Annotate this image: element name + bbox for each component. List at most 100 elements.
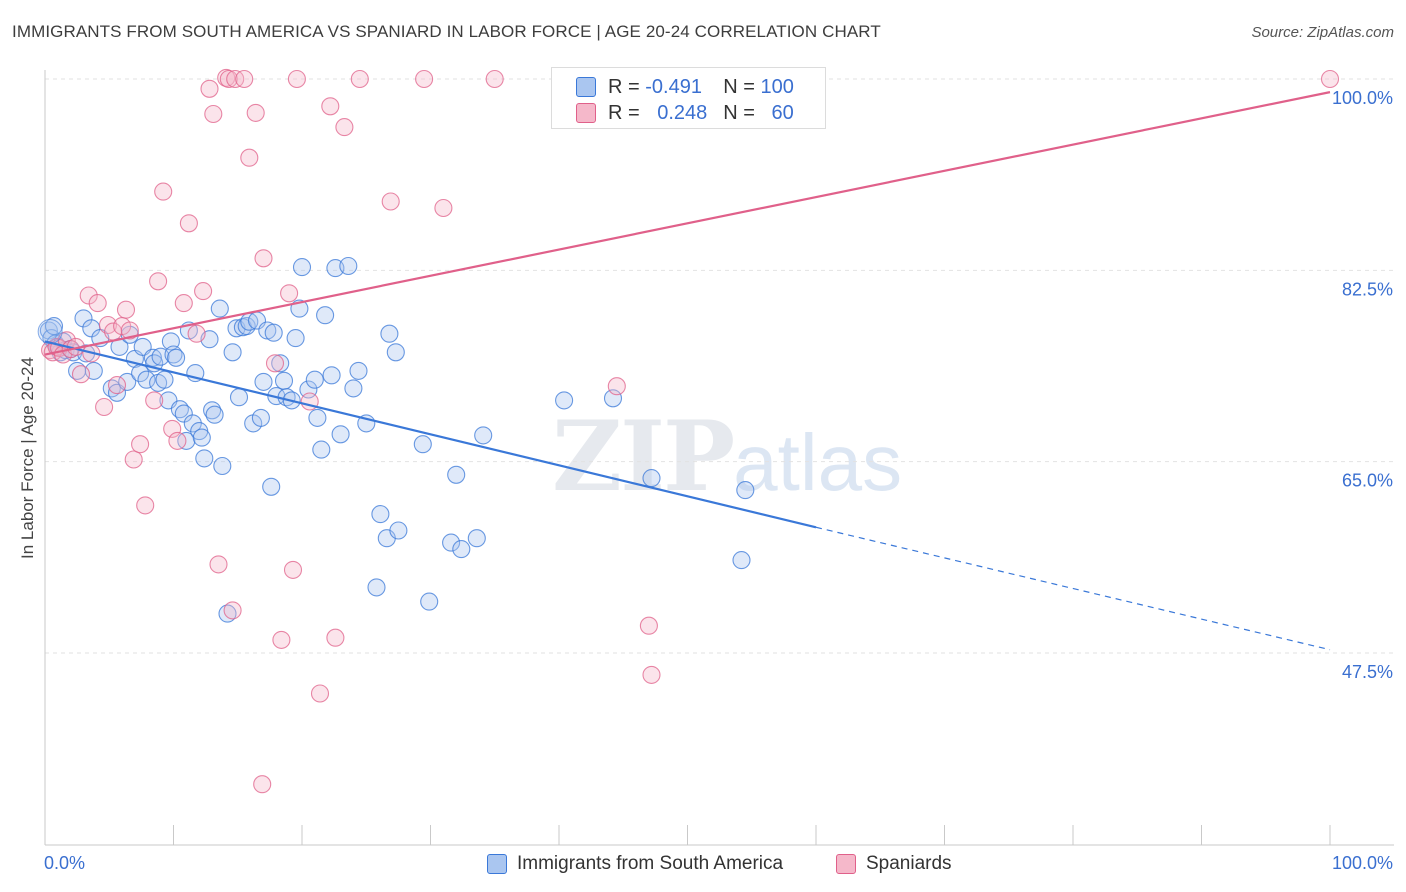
point-spaniards <box>350 69 369 89</box>
x-tick-label: 0.0% <box>44 853 85 873</box>
point-spaniards <box>149 272 168 291</box>
point-south-america <box>137 370 156 389</box>
point-south-america <box>37 319 63 345</box>
point-south-america <box>732 551 751 570</box>
stats-n-label: N = <box>723 75 755 98</box>
point-south-america <box>251 408 270 427</box>
point-south-america <box>274 371 294 390</box>
point-spaniards <box>321 97 340 116</box>
point-spaniards <box>187 324 206 343</box>
point-spaniards <box>223 601 242 620</box>
point-south-america <box>305 370 324 389</box>
point-spaniards <box>240 148 259 167</box>
point-south-america <box>349 361 368 380</box>
point-south-america <box>262 477 281 496</box>
axes <box>44 70 1394 846</box>
point-spaniards <box>107 376 127 395</box>
y-axis-title: In Labor Force | Age 20-24 <box>18 357 37 559</box>
point-spaniards <box>310 684 330 703</box>
point-south-america <box>205 405 224 424</box>
point-south-america <box>254 372 273 391</box>
legend-swatch-pink <box>836 854 856 874</box>
point-south-america <box>264 323 283 342</box>
point-south-america <box>74 309 93 328</box>
stats-n-value: 100 <box>760 75 794 98</box>
point-south-america <box>339 256 358 276</box>
stats-row-pink: R = 0.248 N = 60 <box>576 100 794 126</box>
point-south-america <box>155 370 174 389</box>
trend-lines <box>44 91 1331 651</box>
point-spaniards <box>95 397 114 417</box>
legend-item-south-america: Immigrants from South America <box>487 851 783 877</box>
stats-r-value: 0.248 <box>657 101 708 124</box>
point-south-america <box>344 379 363 398</box>
legend-swatch-blue <box>487 854 507 874</box>
point-spaniards <box>163 419 182 438</box>
point-south-america <box>308 408 327 427</box>
point-south-america <box>371 505 390 524</box>
legend-item-spaniards: Spaniards <box>836 851 952 877</box>
point-spaniards <box>415 69 434 89</box>
stats-r-label: R = <box>608 101 640 124</box>
point-south-america <box>195 449 214 468</box>
stats-n-label: N = <box>723 101 755 124</box>
point-south-america <box>44 317 64 336</box>
point-south-america <box>316 306 335 325</box>
point-south-america <box>218 604 237 623</box>
chart-title: IMMIGRANTS FROM SOUTH AMERICA VS SPANIAR… <box>12 22 881 41</box>
point-south-america <box>555 391 574 410</box>
point-south-america <box>118 372 137 391</box>
point-south-america <box>736 481 755 500</box>
trend-line-south-america-extension <box>815 526 1331 651</box>
point-spaniards <box>326 628 345 647</box>
chart-source: Source: ZipAtlas.com <box>1251 24 1394 41</box>
stats-r-label: R = <box>608 75 640 98</box>
stats-swatch-blue <box>576 77 596 97</box>
point-spaniards <box>265 354 285 373</box>
point-spaniards <box>235 69 254 89</box>
point-spaniards <box>485 69 504 89</box>
point-spaniards <box>204 104 223 124</box>
point-south-america <box>286 329 305 348</box>
point-south-america <box>474 426 493 445</box>
point-south-america <box>164 345 183 364</box>
point-spaniards <box>145 391 164 410</box>
legend-label: Spaniards <box>866 853 952 874</box>
point-spaniards <box>280 284 299 303</box>
point-south-america <box>292 258 312 277</box>
point-south-america <box>413 435 432 454</box>
point-south-america <box>192 428 211 447</box>
point-south-america <box>420 592 439 611</box>
stats-r-value: -0.491 <box>645 75 702 98</box>
point-spaniards <box>287 69 306 89</box>
point-spaniards <box>179 214 198 233</box>
point-south-america <box>229 388 249 407</box>
point-south-america <box>331 425 350 444</box>
point-south-america <box>271 354 290 373</box>
point-spaniards <box>434 198 453 218</box>
point-south-america <box>174 404 193 423</box>
point-south-america <box>452 540 471 559</box>
point-spaniards <box>124 450 143 469</box>
y-tick-label: 82.5% <box>1342 279 1393 299</box>
point-spaniards <box>272 630 291 649</box>
stats-legend: R = -0.491 N = 100 R = 0.248 N = 60 <box>551 67 826 129</box>
point-spaniards <box>154 182 173 201</box>
point-south-america <box>223 343 242 362</box>
trend-line-south-america <box>44 340 817 529</box>
point-spaniards <box>200 79 219 98</box>
data-points <box>37 68 1340 794</box>
y-tick-label: 100.0% <box>1332 88 1393 108</box>
point-spaniards <box>120 321 139 340</box>
stats-n-value: 60 <box>771 101 794 124</box>
point-spaniards <box>381 192 400 211</box>
point-spaniards <box>1320 69 1340 89</box>
point-spaniards <box>219 69 238 89</box>
point-spaniards <box>168 431 187 450</box>
y-tick-label: 47.5% <box>1342 662 1393 682</box>
point-spaniards <box>642 665 661 684</box>
point-south-america <box>386 343 405 362</box>
stats-row-blue: R = -0.491 N = 100 <box>576 74 794 100</box>
tick-labels: 47.5% 65.0% 82.5% 100.0% 0.0% 100.0% In Labor … <box>18 88 1393 873</box>
trend-line-spaniards <box>44 91 1331 356</box>
